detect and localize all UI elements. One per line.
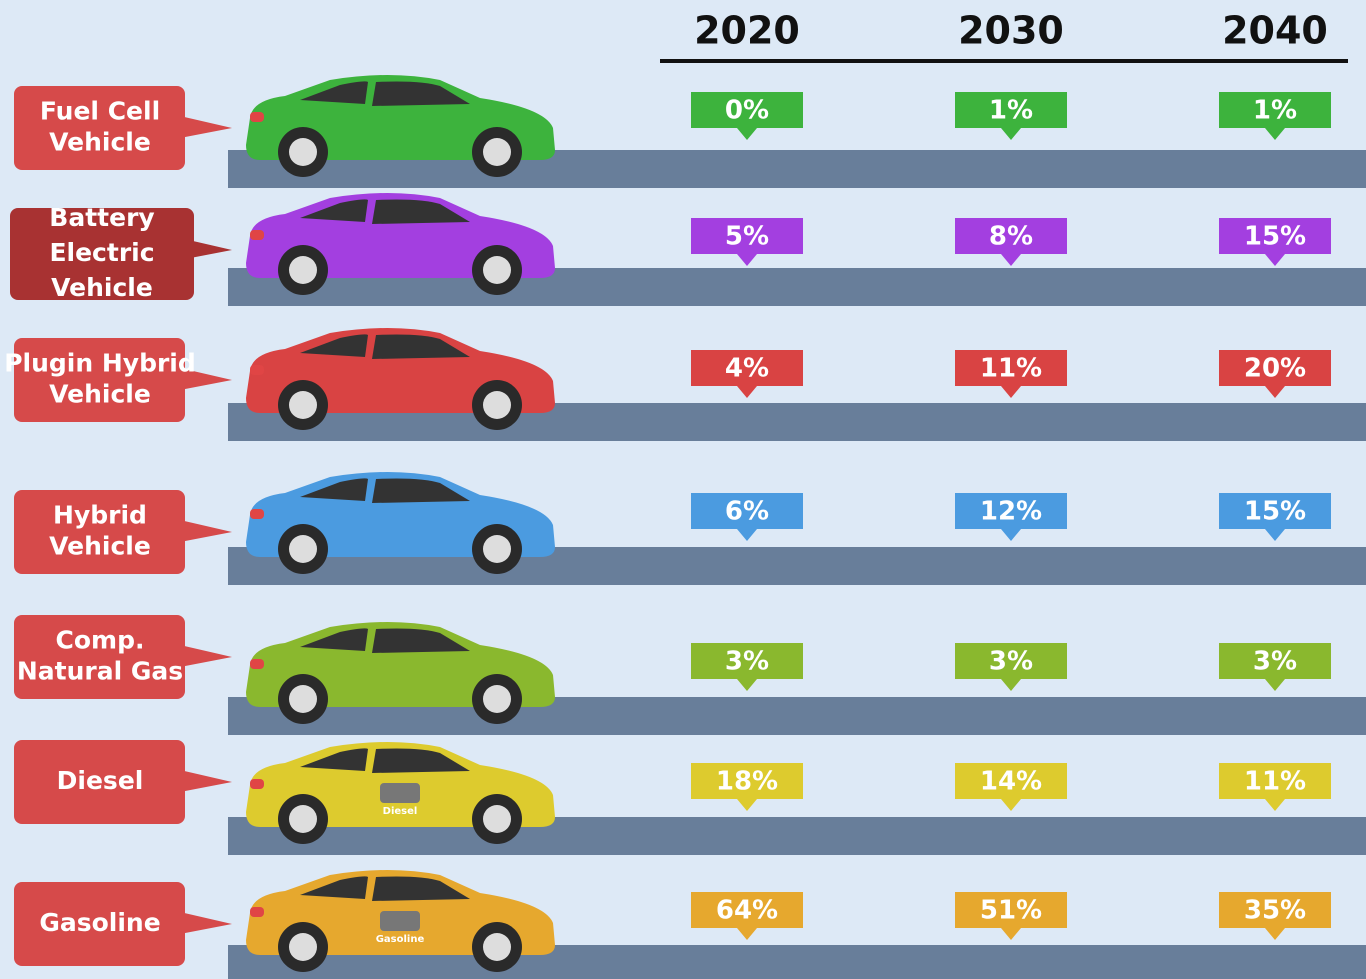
hub (483, 933, 511, 961)
label-text: Hybrid (53, 501, 147, 530)
car-light (250, 907, 264, 917)
value-text: 15% (1244, 497, 1306, 527)
label-text: Electric (49, 238, 154, 267)
car-light (250, 365, 264, 375)
page: 202020302040Fuel CellVehicle0%1%1%Batter… (0, 0, 1366, 979)
value-text: 1% (1253, 96, 1297, 126)
value-text: 64% (716, 896, 778, 926)
hub (289, 805, 317, 833)
value-text: 18% (716, 767, 778, 797)
value-text: 11% (1244, 767, 1306, 797)
car-light (250, 112, 264, 122)
hub (289, 685, 317, 713)
label-text: Diesel (57, 766, 144, 795)
value-text: 1% (989, 96, 1033, 126)
car-light (250, 779, 264, 789)
value-text: 3% (989, 647, 1033, 677)
hub (483, 535, 511, 563)
hub (289, 535, 317, 563)
value-text: 4% (725, 354, 769, 384)
hub (483, 805, 511, 833)
value-text: 20% (1244, 354, 1306, 384)
infographic: 202020302040Fuel CellVehicle0%1%1%Batter… (0, 0, 1366, 979)
hub (289, 138, 317, 166)
engine (380, 911, 420, 931)
hub (289, 933, 317, 961)
label-text: Comp. (56, 626, 145, 655)
value-text: 5% (725, 222, 769, 252)
value-text: 14% (980, 767, 1042, 797)
hub (289, 256, 317, 284)
value-text: 6% (725, 497, 769, 527)
hub (483, 685, 511, 713)
engine (380, 783, 420, 803)
label-text: Fuel Cell (40, 97, 160, 126)
year-heading: 2040 (1222, 9, 1328, 53)
label-text: Gasoline (39, 908, 160, 937)
hub (483, 391, 511, 419)
year-heading: 2030 (958, 9, 1064, 53)
value-text: 51% (980, 896, 1042, 926)
label-text: Vehicle (51, 273, 153, 302)
value-text: 12% (980, 497, 1042, 527)
value-text: 11% (980, 354, 1042, 384)
value-text: 35% (1244, 896, 1306, 926)
car-light (250, 659, 264, 669)
value-text: 3% (1253, 647, 1297, 677)
label-text: Vehicle (49, 380, 151, 409)
car-light (250, 509, 264, 519)
hub (289, 391, 317, 419)
label-text: Natural Gas (17, 657, 183, 686)
engine-label: Diesel (383, 806, 418, 817)
value-text: 0% (725, 96, 769, 126)
value-text: 8% (989, 222, 1033, 252)
value-text: 15% (1244, 222, 1306, 252)
label-text: Battery (49, 203, 154, 232)
label-text: Vehicle (49, 532, 151, 561)
hub (483, 256, 511, 284)
value-text: 3% (725, 647, 769, 677)
year-heading: 2020 (694, 9, 800, 53)
hub (483, 138, 511, 166)
label-text: Vehicle (49, 128, 151, 157)
car-light (250, 230, 264, 240)
label-text: Plugin Hybrid (4, 349, 196, 378)
engine-label: Gasoline (376, 934, 425, 945)
